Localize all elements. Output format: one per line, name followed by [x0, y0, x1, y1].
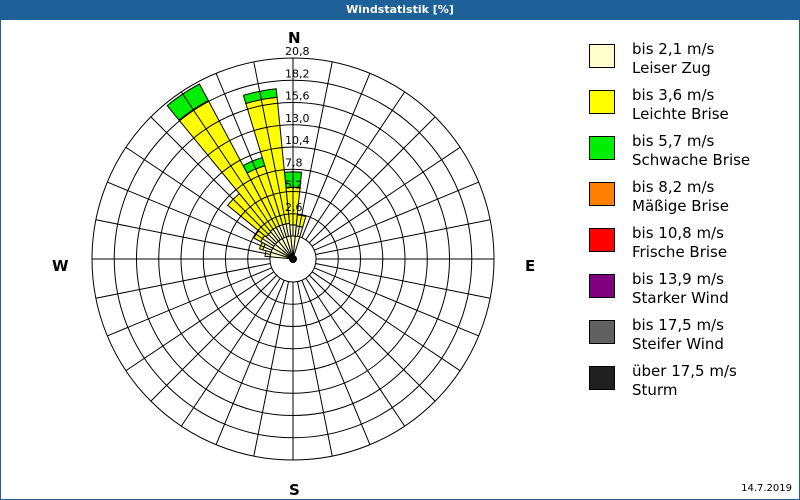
legend-label: bis 2,1 m/s Leiser Zug: [632, 40, 715, 77]
ring-label: 15,6: [285, 90, 310, 103]
grid-spoke: [314, 267, 479, 337]
wind-bar-segment: [295, 214, 307, 228]
legend-swatch: [589, 90, 615, 114]
ring-label: 20,8: [285, 45, 310, 58]
grid-spoke: [125, 146, 275, 247]
ring-label: 7,8: [285, 156, 303, 169]
grid-spoke: [314, 181, 479, 251]
date-stamp: 14.7.2019: [741, 483, 792, 494]
legend-swatch: [589, 182, 615, 206]
grid-spoke: [305, 91, 406, 241]
grid-spoke: [180, 277, 281, 427]
legend-swatch: [589, 44, 615, 68]
legend-swatch: [589, 136, 615, 160]
wind-rose-chart: 2,6 5,2 7,8 10,4 13,0 15,6 18,2 20,8: [91, 45, 495, 461]
legend-label: bis 3,6 m/s Leichte Brise: [632, 86, 729, 123]
legend-item: bis 5,7 m/s Schwache Brise: [589, 132, 789, 178]
grid-spoke: [150, 116, 278, 244]
ring-label: 2,6: [285, 201, 303, 214]
grid-spoke: [95, 262, 271, 299]
grid-spoke: [107, 267, 272, 337]
legend-item: bis 10,8 m/s Frische Brise: [589, 224, 789, 270]
grid-spoke: [311, 271, 461, 372]
legend-label: bis 13,9 m/s Starker Wind: [632, 270, 729, 307]
legend-swatch: [589, 320, 615, 344]
legend-label: über 17,5 m/s Sturm: [632, 362, 737, 399]
legend-swatch: [589, 366, 615, 390]
legend-swatch: [589, 228, 615, 252]
compass-east: E: [525, 257, 536, 275]
legend-swatch: [589, 274, 615, 298]
grid-spoke: [150, 274, 278, 402]
compass-west: W: [52, 257, 69, 275]
compass-south: S: [289, 481, 300, 499]
grid-spoke: [253, 61, 290, 237]
legend-item: bis 3,6 m/s Leichte Brise: [589, 86, 789, 132]
window-title: Windstatistik [%]: [0, 0, 800, 20]
ring-label: 13,0: [285, 112, 310, 125]
legend-item: bis 8,2 m/s Mäßige Brise: [589, 178, 789, 224]
grid-spoke: [107, 181, 272, 251]
ring-label: 10,4: [285, 134, 310, 147]
grid-spoke: [311, 146, 461, 247]
compass-north: N: [288, 29, 301, 47]
legend-label: bis 5,7 m/s Schwache Brise: [632, 132, 751, 169]
legend-item: bis 2,1 m/s Leiser Zug: [589, 40, 789, 86]
legend-item: bis 17,5 m/s Steifer Wind: [589, 316, 789, 362]
grid-spoke: [296, 61, 333, 237]
legend-label: bis 8,2 m/s Mäßige Brise: [632, 178, 729, 215]
grid-spoke: [315, 262, 491, 299]
center-point: [289, 255, 297, 263]
grid-spoke: [296, 281, 333, 457]
legend-label: bis 17,5 m/s Steifer Wind: [632, 316, 724, 353]
grid-spoke: [125, 271, 275, 372]
legend-item: über 17,5 m/s Sturm: [589, 362, 789, 408]
ring-label: 5,2: [285, 179, 303, 192]
grid-spoke: [301, 280, 371, 445]
grid-spoke: [253, 281, 290, 457]
legend-item: bis 13,9 m/s Starker Wind: [589, 270, 789, 316]
grid-spoke: [301, 73, 371, 238]
grid-spoke: [305, 277, 406, 427]
grid-spoke: [215, 73, 285, 238]
legend-label: bis 10,8 m/s Frische Brise: [632, 224, 728, 261]
grid-spoke: [95, 219, 271, 256]
grid-spoke: [315, 219, 491, 256]
grid-spoke: [308, 274, 436, 402]
grid-spoke: [308, 116, 436, 244]
grid-spoke: [180, 91, 281, 241]
ring-label: 18,2: [285, 67, 310, 80]
grid-spoke: [215, 280, 285, 445]
